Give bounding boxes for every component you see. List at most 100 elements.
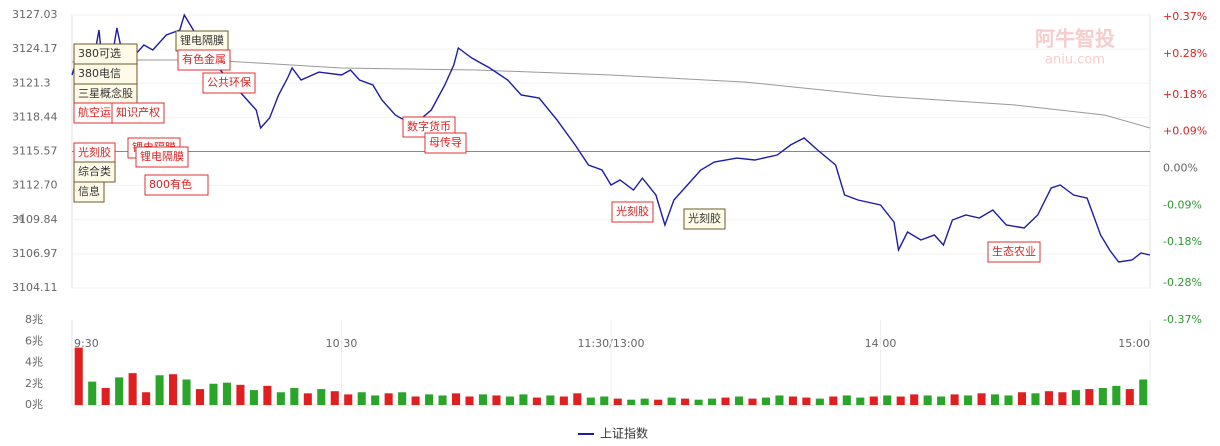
y2-tick-label: +0.28% [1163,47,1207,60]
volume-bar [195,389,205,405]
volume-bar [155,375,164,405]
volume-bar [694,399,703,405]
volume-tick-label: 6兆 [25,334,43,347]
volume-bar [317,389,326,405]
y-tick-label: 3104.11 [12,281,58,294]
volume-bar [425,394,434,405]
annotation-text: 航空运输 [78,105,122,119]
annotation: 信息 [73,181,105,203]
annotation-text: 锂电隔膜 [140,149,184,163]
volume-bar [1139,379,1148,405]
y-tick-label: 3124.17 [12,42,58,55]
volume-bar [1112,385,1121,405]
y-tick-label: 3121.3 [12,76,51,89]
annotation-text: 光刻胶 [688,211,721,225]
volume-bar [478,394,488,405]
volume-tick-label: 8兆 [25,313,43,326]
annotation-box [73,181,105,203]
volume-bar [775,395,784,405]
volume-bar [627,399,636,405]
annotation-box [202,72,256,94]
volume-bar [937,396,946,405]
annotation-box [144,174,209,196]
volume-bar [519,394,528,405]
volume-bar [330,391,339,405]
annotation-text: 380可选 [78,47,121,60]
volume-bar [249,390,258,405]
price-line [71,13,1151,263]
y-tick-label: 3109.84 [12,213,58,226]
volume-bar [708,398,717,405]
annotation: 锂电隔膜 [135,146,189,168]
volume-bar [613,398,622,405]
annotation-box [111,102,165,124]
volume-bar [869,396,878,405]
y-tick-label: 3112.70 [12,179,58,192]
annotation: 数字货币 [402,116,456,138]
annotation-box [135,146,189,168]
annotation: 有色金属 [177,49,231,71]
annotation: 光刻胶 [73,142,116,164]
volume-bar [182,379,191,405]
volume-bar [532,397,541,405]
volume-tick-label: 4兆 [25,356,43,369]
x-tick-label: 9:30 [74,337,99,350]
volume-bar [209,383,218,405]
annotation-box [611,201,654,223]
annotation-box [987,241,1041,263]
y-tick-label: 3106.97 [12,247,58,260]
volume-bar [788,396,797,405]
volume-bar [492,395,501,405]
volume-bar [815,398,824,405]
annotation-text: 公共环保 [207,75,251,89]
volume-bar [923,395,932,405]
volume-bar [236,384,245,405]
annotation: 综合类 [73,161,116,183]
legend-label: 上证指数 [600,426,648,441]
annotation-text: 母传导 [429,136,462,149]
annotation-box [683,208,726,230]
annotation-text: 数字货币 [407,119,451,133]
volume-bar [411,396,420,405]
annotation: 公共环保 [202,72,256,94]
volume-bar [761,397,771,405]
volume-bar [856,397,865,405]
annotation-text: 锂电隔膜 [180,33,224,47]
volume-bar [128,373,137,405]
volume-bar [910,394,919,405]
volume-bar [1125,389,1134,405]
volume-bar [222,382,232,405]
annotation: 380可选 [73,43,138,65]
y2-tick-label: +0.37% [1163,10,1207,23]
volume-bar [883,395,892,405]
y2-tick-label: -0.18% [1163,235,1202,248]
annotation: 800有色 [144,174,209,196]
volume-bar [142,392,151,405]
volume-bar [990,394,1000,405]
volume-bar [600,396,609,405]
y2-tick-label: +0.18% [1163,88,1207,101]
annotation-text: 三星概念股 [78,86,133,100]
scroll-arrow [16,213,24,223]
annotation-text: 光刻胶 [78,145,111,159]
volume-bar [654,399,663,405]
volume-bar [586,397,595,405]
volume-bar [559,396,568,405]
y2-tick-label: 0.00% [1163,162,1198,175]
annotation-box [424,132,467,154]
y2-tick-label: -0.28% [1163,276,1202,289]
volume-bar [465,396,474,405]
volume-bar [1044,391,1053,405]
y2-tick-label: -0.09% [1163,198,1202,211]
volume-bar [1004,395,1013,405]
annotation-text: 800有色 [149,177,192,191]
annotation-text: 信息 [78,184,100,198]
annotation-text: 380电信 [78,67,121,80]
watermark-brand: 阿牛智投 [1035,27,1115,51]
volume-bar [802,397,811,405]
volume-bar [734,396,744,405]
annotation-text: 生态农业 [992,244,1036,258]
annotation: 光刻胶 [683,208,726,230]
volume-bar [303,393,312,405]
